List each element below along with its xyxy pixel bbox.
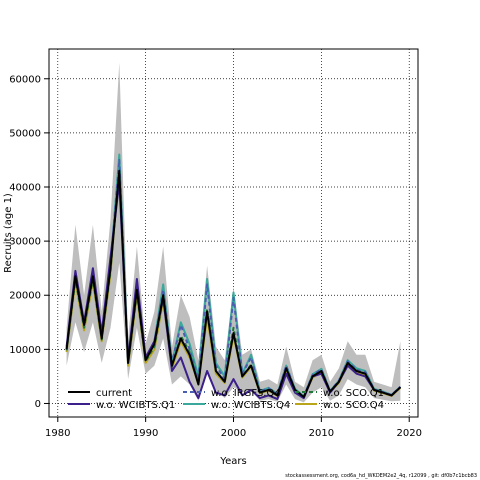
legend-label: w.o. WCIBTS.Q4 [211,400,290,411]
legend-label: w.o. SCO.Q1 [323,388,384,399]
y-tick-label: 10000 [9,345,41,356]
series-line-0 [65,169,402,398]
y-tick-label: 30000 [9,237,41,248]
footer-credit: stockassessment.org, cod6a_hd_WKDEM2e2_4… [285,473,477,479]
x-axis-title: Years [219,456,246,467]
y-tick-label: 50000 [9,128,41,139]
legend-label: w.o. SCO.Q4 [323,400,384,411]
x-tick-label: 1980 [45,428,70,439]
legend-label: w.o. WCIBTS.Q1 [96,400,175,411]
x-tick-label: 2010 [309,428,334,439]
y-axis-title: Recruits (age 1) [3,193,14,273]
series-lines [65,153,402,401]
y-axis: 0 10000 20000 30000 40000 50000 60000 [9,74,49,410]
legend-label: current [96,388,132,399]
legend-label: w.o. IRGFS.Q4 [211,388,281,399]
y-tick-label: 0 [35,399,41,410]
x-tick-label: 2000 [221,428,246,439]
series-line-4 [65,164,402,398]
x-tick-label: 2020 [396,428,421,439]
y-tick-label: 20000 [9,291,41,302]
x-tick-label: 1990 [133,428,158,439]
y-tick-label: 40000 [9,183,41,194]
x-axis: 1980 1990 2000 2010 2020 [45,417,422,439]
y-tick-label: 60000 [9,74,41,85]
